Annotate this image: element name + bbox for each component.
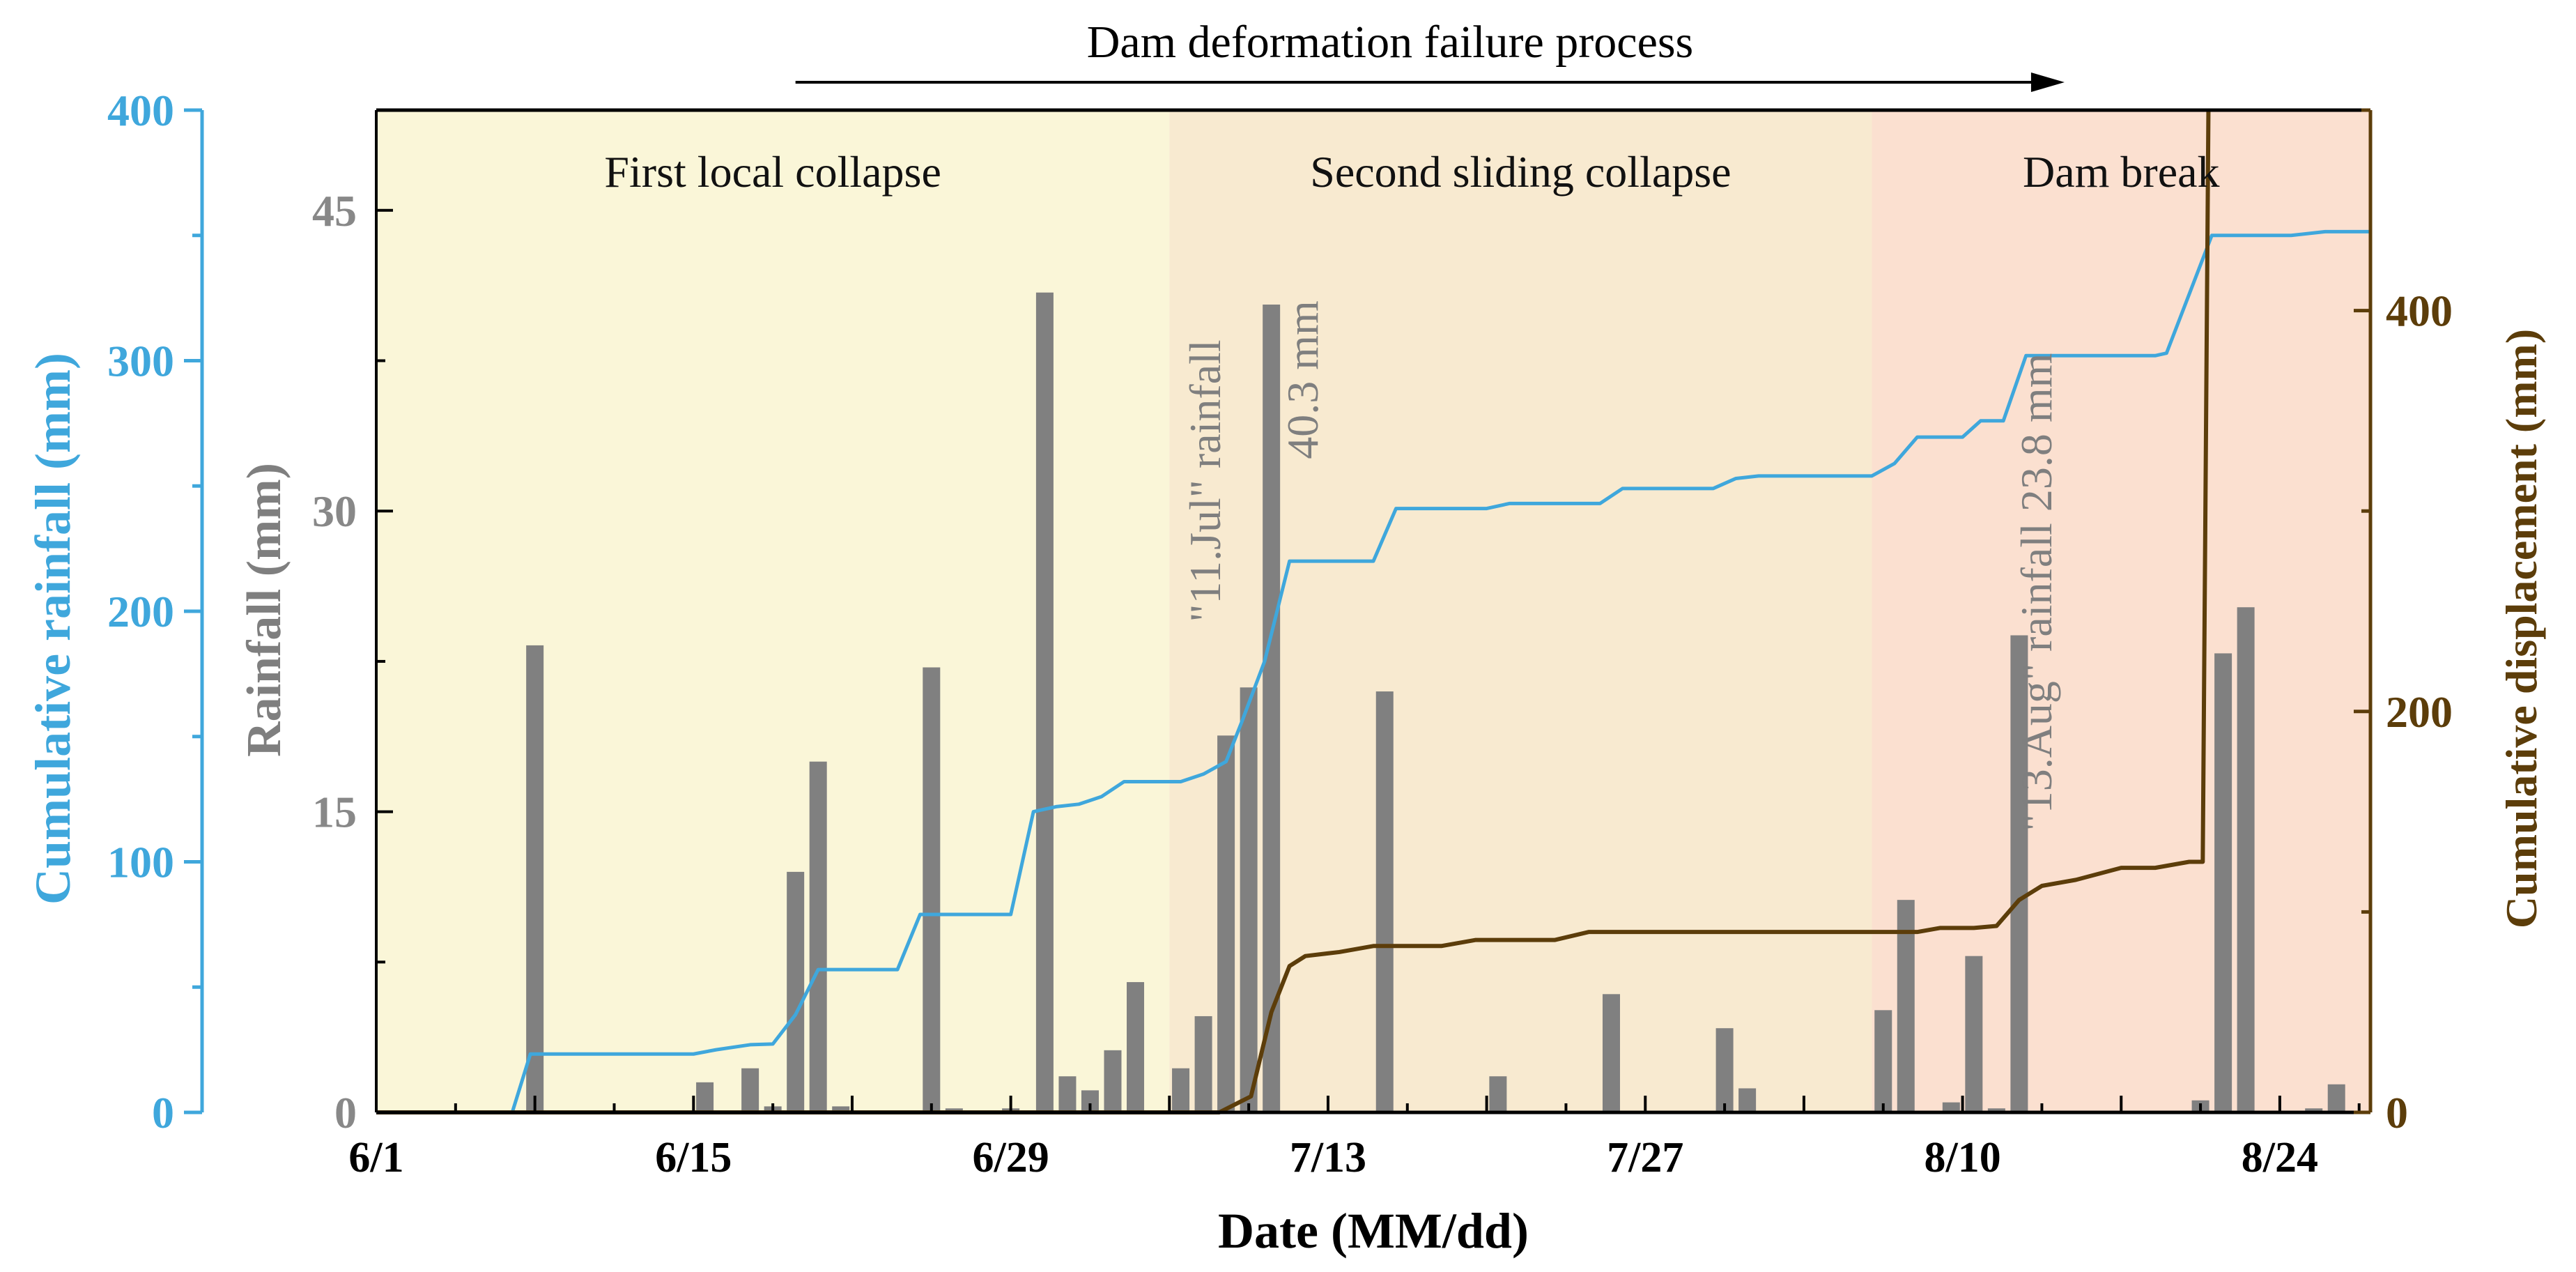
rainfall-bar-18 xyxy=(1217,735,1235,1112)
cumulative-displacement-line xyxy=(376,109,2211,1114)
phase-label-first-local-collapse: First local collapse xyxy=(604,147,941,197)
rainfall-bar-6 xyxy=(809,761,827,1112)
rainfall-bar-12 xyxy=(1058,1076,1077,1112)
rainfall-tick-label-2: 15 xyxy=(312,788,357,837)
annotation-11-jul-line1: "11.Jul" rainfall xyxy=(1180,339,1230,622)
rainfall-bar-3 xyxy=(741,1068,759,1112)
x-tick-label-1: 6/1 xyxy=(348,1134,403,1181)
cumulative-rainfall-line xyxy=(376,229,2370,1114)
x-tick-label-7: 8/24 xyxy=(2242,1134,2318,1181)
phase-background-2 xyxy=(1169,110,1872,1112)
annotation-11-jul-line2: 40.3 mm xyxy=(1278,300,1327,459)
phase-backgrounds xyxy=(376,110,2370,1112)
rainfall-bars xyxy=(526,292,2345,1113)
axes: 6/1 6/15 6/29 7/13 7/27 8/10 8/24 0 15 30 45 0 100 20… xyxy=(107,86,2453,1181)
process-arrow-head xyxy=(2030,72,2065,92)
phase-label-second-sliding-collapse: Second sliding collapse xyxy=(1310,147,1731,197)
rainfall-bar-8 xyxy=(923,667,941,1112)
displacement-tick-label-3: 400 xyxy=(2386,286,2453,336)
rainfall-bar-30 xyxy=(1987,1108,2005,1112)
annotation-13-aug-line1: "13.Aug" rainfall 23.8 mm xyxy=(2012,353,2061,832)
chart-title: Dam deformation failure process xyxy=(1087,17,1694,68)
displacement-tick-label-1: 0 xyxy=(2386,1088,2408,1137)
rainfall-bar-23 xyxy=(1602,994,1620,1112)
cumulative-rainfall-tick-label-2: 100 xyxy=(107,838,174,887)
rainfall-bar-22 xyxy=(1489,1076,1507,1112)
cumulative-displacement-axis-label: Cumulative displacement (mm) xyxy=(2497,329,2546,928)
rainfall-bar-27 xyxy=(1897,900,1915,1112)
rainfall-bar-11 xyxy=(1035,292,1054,1112)
rainfall-tick-label-4: 45 xyxy=(312,186,357,236)
rainfall-bar-16 xyxy=(1172,1068,1190,1112)
rainfall-bar-1 xyxy=(526,645,544,1112)
displacement-tick-label-2: 200 xyxy=(2386,687,2453,737)
rainfall-bar-33 xyxy=(2214,653,2232,1112)
annotation-11-jul: "11.Jul" rainfall 40.3 mm xyxy=(1180,300,1327,622)
rainfall-tick-label-1: 0 xyxy=(334,1088,357,1137)
rainfall-bar-26 xyxy=(1874,1010,1892,1112)
rainfall-bar-20 xyxy=(1263,304,1281,1113)
rainfall-bar-34 xyxy=(2237,607,2255,1112)
x-tick-label-5: 7/27 xyxy=(1607,1134,1683,1181)
rainfall-bar-21 xyxy=(1375,691,1394,1112)
rainfall-bar-31 xyxy=(2010,635,2028,1112)
annotation-13-aug: "13.Aug" rainfall 23.8 mm xyxy=(2012,353,2061,832)
rainfall-bar-17 xyxy=(1194,1016,1212,1112)
rainfall-bar-36 xyxy=(2327,1084,2345,1112)
rainfall-bar-19 xyxy=(1240,687,1258,1112)
phase-label-dam-break: Dam break xyxy=(2023,147,2220,197)
cumulative-rainfall-tick-label-5: 400 xyxy=(107,86,174,135)
x-tick-label-6: 8/10 xyxy=(1924,1134,2000,1181)
rainfall-bar-2 xyxy=(696,1082,714,1112)
rainfall-bar-35 xyxy=(2305,1108,2323,1112)
cumulative-lines xyxy=(376,109,2370,1114)
x-tick-label-4: 7/13 xyxy=(1290,1134,1366,1181)
cumulative-rainfall-tick-label-3: 200 xyxy=(107,587,174,636)
cumulative-rainfall-axis-label: Cumulative rainfall (mm) xyxy=(25,353,81,905)
x-tick-label-3: 6/29 xyxy=(973,1134,1049,1181)
phase-background-3 xyxy=(1872,110,2370,1112)
rainfall-bar-14 xyxy=(1104,1050,1122,1112)
rainfall-bar-7 xyxy=(832,1106,850,1112)
x-axis-label: Date (MM/dd) xyxy=(1218,1203,1529,1259)
rainfall-bar-28 xyxy=(1942,1102,1960,1112)
rainfall-bar-24 xyxy=(1715,1028,1734,1112)
x-tick-label-2: 6/15 xyxy=(655,1134,732,1181)
cumulative-rainfall-tick-label-1: 0 xyxy=(152,1088,174,1137)
rainfall-bar-25 xyxy=(1738,1088,1757,1112)
cumulative-rainfall-tick-label-4: 300 xyxy=(107,337,174,386)
rainfall-bar-15 xyxy=(1127,982,1145,1112)
rainfall-tick-label-3: 30 xyxy=(312,486,357,536)
rainfall-axis-label: Rainfall (mm) xyxy=(238,463,291,757)
rainfall-bar-29 xyxy=(1965,956,1983,1112)
rainfall-bar-5 xyxy=(787,871,805,1112)
